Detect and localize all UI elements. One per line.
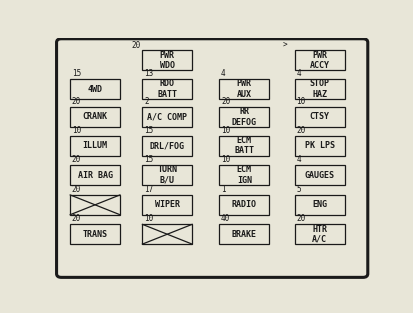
Text: 10: 10 [71,126,81,135]
Text: 20: 20 [296,126,305,135]
Text: RADIO: RADIO [231,200,256,209]
Bar [219,79,268,99]
Text: WIPER: WIPER [154,200,179,209]
Text: 4WD: 4WD [88,85,102,94]
Text: ECM
BATT: ECM BATT [234,136,254,156]
Text: CTSY: CTSY [309,112,329,121]
Text: 4: 4 [296,69,300,78]
Bar [294,79,344,99]
Bar [70,195,120,215]
Bar [294,165,344,185]
Text: ECM
IGN: ECM IGN [236,166,251,185]
Bar [294,195,344,215]
Text: RDO
BATT: RDO BATT [157,80,177,99]
Bar [70,79,120,99]
Bar [70,165,120,185]
Bar [219,195,268,215]
Bar [142,79,192,99]
Text: 4: 4 [221,69,225,78]
Text: 20: 20 [71,185,81,194]
Text: TURN
B/U: TURN B/U [157,166,177,185]
Text: 2: 2 [144,97,148,106]
Text: 15: 15 [144,126,153,135]
FancyBboxPatch shape [57,39,367,277]
Text: >: > [282,40,286,49]
Text: 10: 10 [296,97,305,106]
Text: PWR
WDO: PWR WDO [159,50,174,70]
Bar [142,136,192,156]
Text: ENG: ENG [311,200,326,209]
Text: 10: 10 [221,126,230,135]
Text: 10: 10 [221,155,230,164]
Text: PK LPS: PK LPS [304,141,334,150]
Text: 10: 10 [144,214,153,223]
Text: 17: 17 [144,185,153,194]
Bar [142,224,192,244]
Text: 15: 15 [71,69,81,78]
Bar [219,165,268,185]
Bar [294,136,344,156]
Text: 20: 20 [296,214,305,223]
Text: 20: 20 [71,97,81,106]
Text: A/C COMP: A/C COMP [147,112,187,121]
Text: ILLUM: ILLUM [82,141,107,150]
Text: STOP
HAZ: STOP HAZ [309,80,329,99]
Bar [70,224,120,244]
Text: DRL/FOG: DRL/FOG [150,141,184,150]
Bar [142,195,192,215]
Bar [294,224,344,244]
Text: 40: 40 [221,214,230,223]
Bar [142,107,192,127]
Text: 15: 15 [144,155,153,164]
Bar [219,224,268,244]
Text: 20: 20 [221,97,230,106]
Text: 1: 1 [221,185,225,194]
Bar [219,107,268,127]
Bar [294,50,344,70]
Text: PWR
AUX: PWR AUX [236,80,251,99]
Text: 4: 4 [296,155,300,164]
Text: PWR
ACCY: PWR ACCY [309,50,329,70]
Text: CRANK: CRANK [82,112,107,121]
Text: TRANS: TRANS [82,230,107,239]
Bar [294,107,344,127]
Text: RR
DEFOG: RR DEFOG [231,107,256,126]
Text: 20: 20 [71,214,81,223]
Text: 5: 5 [296,185,300,194]
Text: 20: 20 [71,155,81,164]
Text: 20: 20 [131,41,140,50]
Text: HTR
A/C: HTR A/C [311,224,326,244]
Bar [70,107,120,127]
Text: BRAKE: BRAKE [231,230,256,239]
Bar [219,136,268,156]
Bar [70,136,120,156]
Bar [142,50,192,70]
Text: 13: 13 [144,69,153,78]
Text: GAUGES: GAUGES [304,171,334,180]
Text: AIR BAG: AIR BAG [77,171,112,180]
Bar [142,165,192,185]
